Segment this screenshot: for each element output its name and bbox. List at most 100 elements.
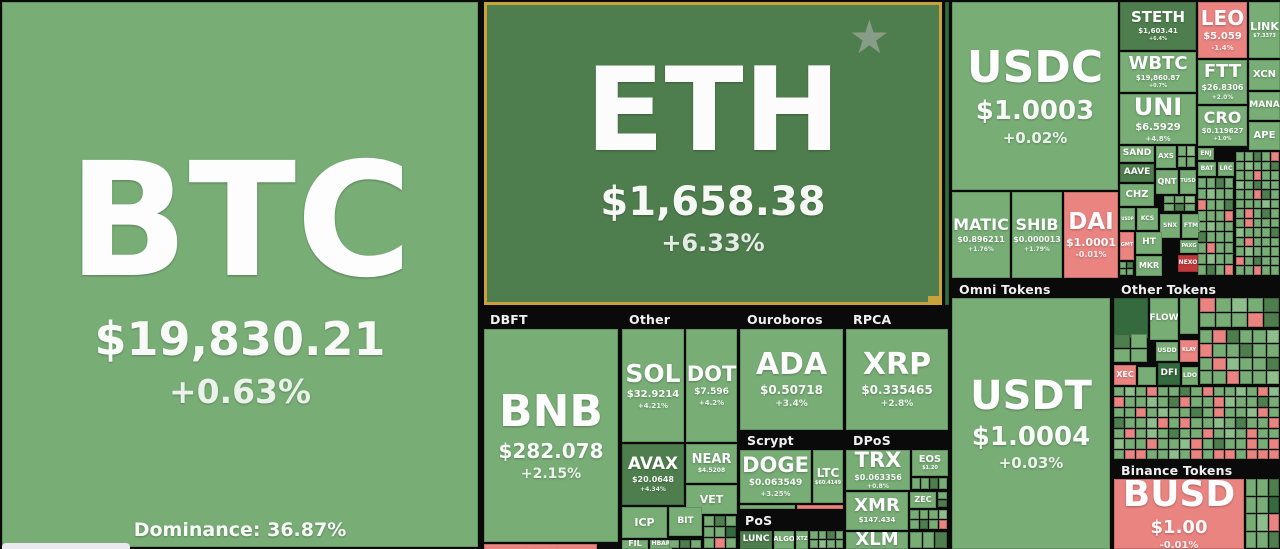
mosaic-cell[interactable] — [1257, 428, 1268, 439]
mosaic-cell[interactable] — [1253, 237, 1262, 247]
mosaic-cell[interactable] — [810, 531, 818, 539]
mosaic-cell[interactable] — [1253, 247, 1262, 256]
mosaic-cell[interactable] — [1268, 387, 1279, 397]
mosaic-cell[interactable] — [1262, 228, 1271, 237]
mosaic-cell[interactable] — [910, 510, 919, 519]
mosaic-cell[interactable] — [1136, 397, 1147, 407]
mosaic-cell[interactable] — [1271, 171, 1279, 180]
tile-steth[interactable]: STETH $1,603.41 +6.4% — [1120, 2, 1196, 50]
tile-mkr[interactable]: MKR — [1136, 256, 1162, 276]
tile-dfi[interactable]: DFI — [1158, 363, 1180, 385]
mosaic-cell[interactable] — [1207, 232, 1215, 243]
mosaic-cell[interactable] — [1262, 171, 1271, 180]
mosaic-cell[interactable] — [1236, 209, 1244, 218]
mosaic-cell[interactable] — [1169, 449, 1180, 459]
mosaic-cell[interactable] — [1216, 313, 1231, 327]
mosaic-cell[interactable] — [818, 540, 826, 548]
mosaic-cell[interactable] — [1158, 418, 1169, 428]
mosaic-cell[interactable] — [1257, 387, 1268, 397]
tile-axs[interactable]: AXS — [1156, 146, 1176, 168]
mosaic-cell[interactable] — [1268, 531, 1279, 548]
mosaic-cell[interactable] — [1125, 449, 1136, 459]
mosaic-cell[interactable] — [1191, 407, 1202, 418]
tile-mana[interactable]: MANA — [1249, 92, 1280, 120]
mosaic-cell[interactable] — [1120, 262, 1126, 268]
tile-eth[interactable]: ETH $1,658.38 +6.33% ★ — [484, 2, 942, 305]
mosaic-cell[interactable] — [1253, 266, 1262, 275]
mosaic-cell[interactable] — [1136, 418, 1147, 428]
mosaic-cell[interactable] — [1169, 428, 1180, 439]
mosaic-cell[interactable] — [910, 520, 919, 529]
mosaic-cell[interactable] — [1216, 265, 1224, 275]
tile-bnb[interactable]: BNB $282.078 +2.15% — [484, 329, 618, 542]
mosaic-cell[interactable] — [1213, 449, 1224, 459]
mosaic-cell[interactable] — [1185, 196, 1195, 203]
mosaic-cell[interactable] — [1226, 343, 1239, 357]
mosaic-cell[interactable] — [1200, 343, 1213, 357]
mosaic-cell[interactable] — [1158, 439, 1169, 449]
tile-hbar[interactable]: HBAR — [650, 540, 672, 549]
mosaic-cell[interactable] — [1224, 418, 1235, 428]
mosaic-cell[interactable] — [1262, 180, 1271, 190]
mosaic-cell[interactable] — [1271, 237, 1279, 247]
mosaic-cell[interactable] — [1198, 178, 1206, 188]
mosaic-cell[interactable] — [1271, 218, 1279, 228]
tile-link[interactable]: LINK $7.3373 — [1249, 2, 1280, 58]
mosaic-cell[interactable] — [1198, 265, 1206, 275]
mosaic-cell[interactable] — [1224, 407, 1235, 418]
tile-algo[interactable]: ALGO — [774, 531, 794, 549]
mosaic-cell[interactable] — [1271, 266, 1279, 275]
tile-qnt[interactable]: QNT — [1156, 170, 1178, 194]
mosaic-cell[interactable] — [1268, 418, 1279, 428]
mosaic-cell[interactable] — [1169, 387, 1180, 397]
tile-ftt[interactable]: FTT $26.8306 +2.0% — [1198, 60, 1247, 104]
tile-near[interactable]: NEAR $4.5208 — [686, 444, 737, 483]
mosaic-cell[interactable] — [1191, 418, 1202, 428]
mosaic-cell[interactable] — [1202, 397, 1213, 407]
mosaic-cell[interactable] — [1268, 407, 1279, 418]
tile-matic[interactable]: MATIC $0.896211 +1.76% — [952, 192, 1010, 278]
tile-busd[interactable]: BUSD $1.00 -0.01% — [1114, 479, 1244, 549]
mosaic-cell[interactable] — [1202, 428, 1213, 439]
mosaic-cell[interactable] — [1253, 161, 1262, 171]
mosaic-cell[interactable] — [1178, 157, 1186, 167]
mosaic-cell[interactable] — [704, 538, 714, 548]
mosaic-cell[interactable] — [1207, 188, 1215, 199]
mosaic-cell[interactable] — [1174, 196, 1185, 203]
mosaic-cell[interactable] — [1268, 479, 1279, 496]
mosaic-cell[interactable] — [1114, 449, 1125, 459]
mosaic-cell[interactable] — [1200, 357, 1213, 371]
mosaic-cell[interactable] — [1257, 449, 1268, 459]
mosaic-cell[interactable] — [1224, 428, 1235, 439]
mosaic-cell[interactable] — [1226, 371, 1239, 384]
mosaic-cell[interactable] — [1213, 343, 1226, 357]
mosaic-cell[interactable] — [1131, 334, 1147, 348]
mosaic-cell[interactable] — [1262, 199, 1271, 209]
mosaic-cell[interactable] — [1213, 371, 1226, 384]
tile-xcn[interactable]: XCN — [1249, 60, 1280, 90]
mosaic-cell[interactable] — [1114, 348, 1130, 362]
mosaic-cell[interactable] — [1225, 199, 1233, 210]
mosaic-cell[interactable] — [1207, 254, 1215, 265]
mosaic-cell[interactable] — [1264, 298, 1279, 312]
mosaic-cell[interactable] — [1180, 449, 1191, 459]
tile-wbtc[interactable]: WBTC $19,860.87 +0.7% — [1120, 52, 1196, 92]
mosaic-cell[interactable] — [1169, 439, 1180, 449]
mosaic-cell[interactable] — [1136, 407, 1147, 418]
mosaic-cell[interactable] — [1244, 161, 1253, 171]
mosaic-cell[interactable] — [935, 532, 947, 548]
mosaic-cell[interactable] — [1198, 254, 1206, 265]
mosaic-cell[interactable] — [1236, 266, 1244, 275]
mosaic-cell[interactable] — [1136, 387, 1147, 397]
tile-usdc[interactable]: USDC $1.0003 +0.02% — [952, 2, 1118, 190]
mosaic-cell[interactable] — [1207, 210, 1215, 221]
mosaic-cell[interactable] — [1202, 449, 1213, 459]
mosaic-cell[interactable] — [1253, 228, 1262, 237]
mosaic-cell[interactable] — [1136, 449, 1147, 459]
tile-nexo[interactable]: NEXO — [1178, 255, 1198, 272]
tile-enj[interactable]: ENJ — [1198, 148, 1214, 160]
mosaic-cell[interactable] — [1164, 204, 1174, 211]
tile-dot[interactable]: DOT $7.596 +4.2% — [686, 329, 737, 442]
tile-ftm[interactable]: FTM — [1182, 214, 1200, 238]
tile-ape[interactable]: APE — [1249, 122, 1280, 150]
